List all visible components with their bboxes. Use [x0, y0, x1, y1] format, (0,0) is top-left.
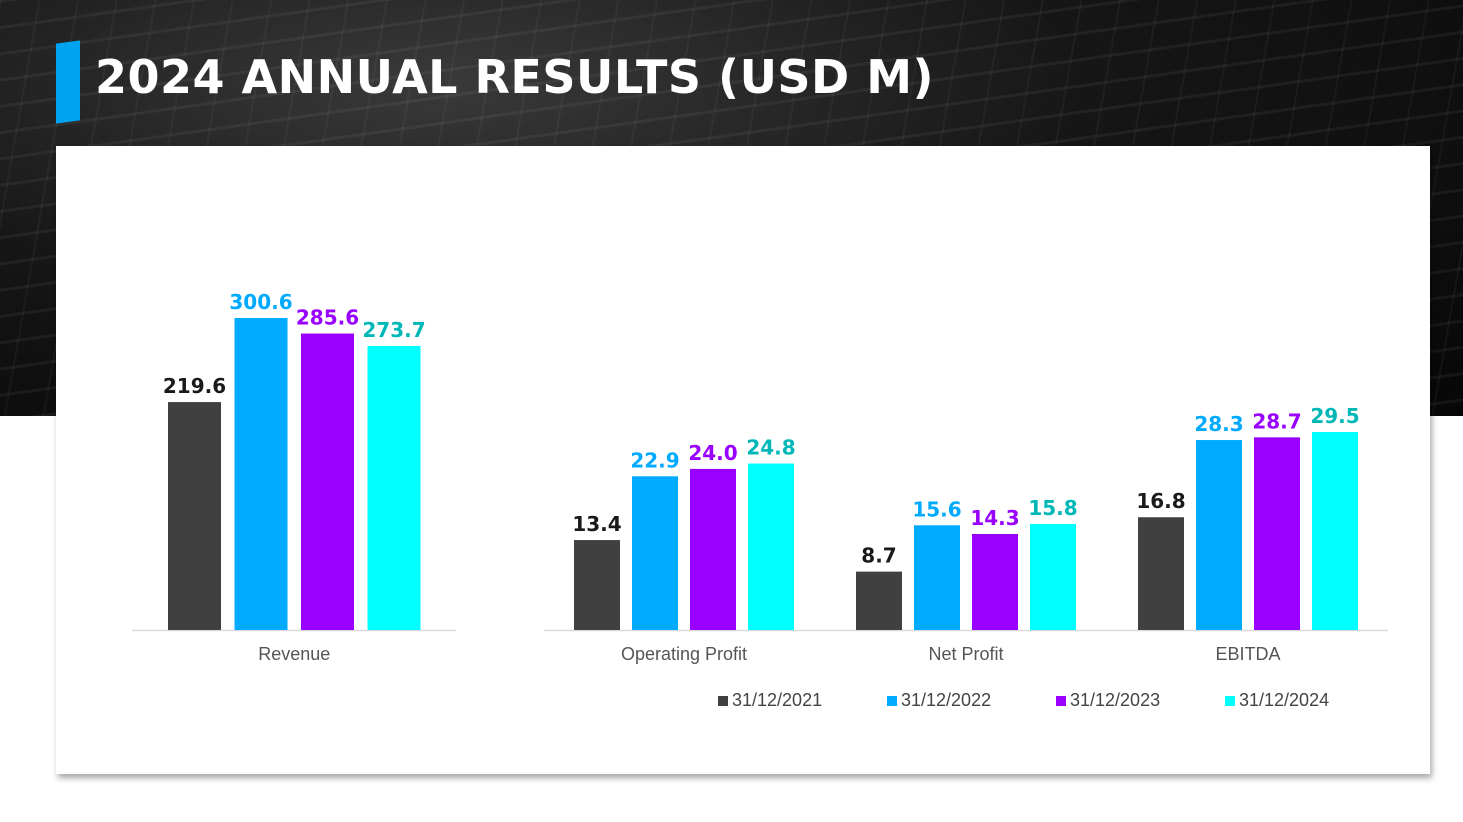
- data-label-operating-profit-31-12-2021: 13.4: [572, 512, 621, 536]
- legend-swatch: [1056, 695, 1066, 706]
- bar-operating-profit-31-12-2022: [632, 476, 678, 630]
- category-label-operating-profit: Operating Profit: [621, 644, 747, 664]
- chart-card: 219.6 300.6 285.6 273.7 Revenue 13.4 22.9 24.0 2…: [56, 146, 1430, 774]
- legend-item-31-12-2022: 31/12/2022: [887, 690, 991, 711]
- bar-operating-profit-31-12-2021: [574, 540, 620, 630]
- data-label-revenue-31-12-2021: 219.6: [163, 374, 226, 398]
- legend-label: 31/12/2021: [732, 690, 823, 710]
- data-label-net-profit-31-12-2021: 8.7: [861, 544, 896, 568]
- bar-ebitda-31-12-2023: [1254, 437, 1300, 630]
- data-label-net-profit-31-12-2024: 15.8: [1028, 496, 1077, 520]
- bar-ebitda-31-12-2022: [1196, 440, 1242, 630]
- category-label-ebitda: EBITDA: [1215, 644, 1280, 664]
- category-label-revenue: Revenue: [258, 644, 330, 664]
- data-label-revenue-31-12-2024: 273.7: [362, 318, 425, 342]
- bar-net-profit-31-12-2022: [914, 525, 960, 630]
- bar-revenue-31-12-2024: [367, 345, 421, 630]
- legend-item-31-12-2024: 31/12/2024: [1225, 690, 1329, 711]
- data-label-net-profit-31-12-2023: 14.3: [970, 506, 1019, 530]
- data-label-operating-profit-31-12-2022: 22.9: [630, 448, 679, 472]
- data-label-operating-profit-31-12-2024: 24.8: [746, 436, 795, 460]
- chart-legend: 31/12/2021 31/12/2022 31/12/2023 31/12/2024: [56, 690, 1430, 714]
- legend-swatch: [1225, 695, 1235, 706]
- legend-item-31-12-2023: 31/12/2023: [1056, 690, 1160, 711]
- legend-label: 31/12/2022: [901, 690, 992, 710]
- bar-ebitda-31-12-2021: [1138, 517, 1184, 630]
- legend-label: 31/12/2024: [1239, 690, 1330, 710]
- legend-item-31-12-2021: 31/12/2021: [718, 690, 822, 711]
- data-label-revenue-31-12-2023: 285.6: [296, 306, 359, 330]
- data-label-ebitda-31-12-2022: 28.3: [1194, 412, 1243, 436]
- data-label-revenue-31-12-2022: 300.6: [229, 290, 292, 314]
- bar-ebitda-31-12-2024: [1312, 432, 1358, 630]
- data-label-ebitda-31-12-2023: 28.7: [1252, 409, 1301, 433]
- legend-label: 31/12/2023: [1070, 690, 1161, 710]
- bar-operating-profit-31-12-2024: [748, 463, 794, 630]
- legend-swatch: [887, 695, 897, 706]
- data-label-ebitda-31-12-2021: 16.8: [1136, 489, 1185, 513]
- bar-net-profit-31-12-2023: [972, 534, 1018, 630]
- category-label-net-profit: Net Profit: [928, 644, 1003, 664]
- data-label-operating-profit-31-12-2023: 24.0: [688, 441, 737, 465]
- bar-operating-profit-31-12-2023: [690, 468, 736, 630]
- data-label-ebitda-31-12-2024: 29.5: [1310, 404, 1359, 428]
- bar-revenue-31-12-2021: [168, 402, 221, 630]
- title-accent-bar: [56, 40, 80, 124]
- page-title: 2024 ANNUAL RESULTS (USD M): [95, 50, 935, 104]
- bar-net-profit-31-12-2024: [1030, 523, 1076, 630]
- bar-net-profit-31-12-2021: [856, 571, 902, 630]
- data-label-net-profit-31-12-2022: 15.6: [912, 497, 961, 521]
- bar-revenue-31-12-2023: [301, 333, 354, 630]
- legend-swatch: [718, 695, 728, 706]
- bar-revenue-31-12-2022: [234, 318, 288, 630]
